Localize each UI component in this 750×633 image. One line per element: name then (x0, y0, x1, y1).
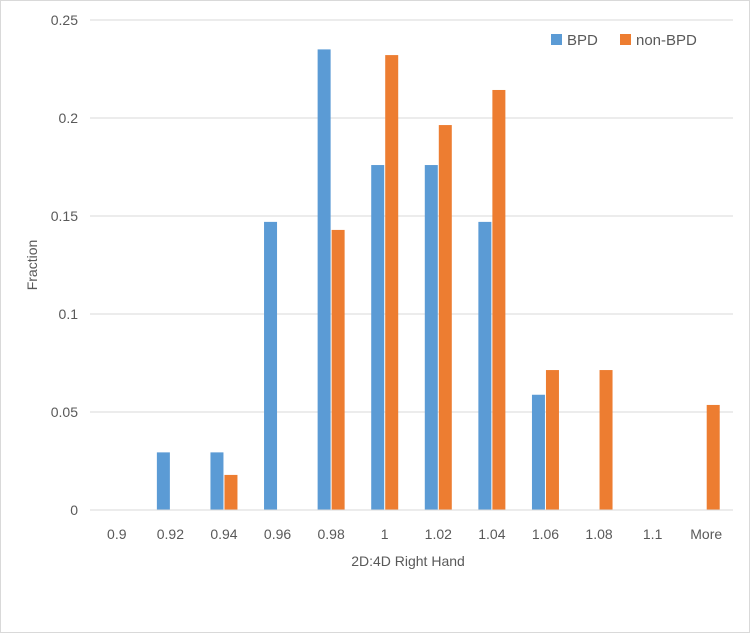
y-tick-label: 0.25 (51, 12, 78, 28)
x-tick-label: 1.1 (643, 526, 663, 542)
bar-bpd-0.94 (210, 452, 224, 510)
bar-nonbpd-1.02 (438, 125, 452, 510)
x-tick-label: 1.06 (532, 526, 559, 542)
bar-bpd-1 (371, 165, 385, 511)
y-tick-label: 0 (70, 502, 78, 518)
x-tick-label: 1.08 (585, 526, 612, 542)
legend: BPD non-BPD (551, 32, 697, 49)
y-tick-label: 0.15 (51, 208, 78, 224)
x-tick-label: 1.04 (478, 526, 505, 542)
legend-label: non-BPD (636, 32, 697, 49)
bar-bpd-0.96 (264, 221, 278, 510)
x-axis-ticks: 0.9 0.92 0.94 0.96 0.98 1 1.02 1.04 1.06 1.08 1.1 M… (107, 526, 722, 542)
x-tick-label: 1 (381, 526, 389, 542)
y-tick-label: 0.1 (59, 306, 79, 322)
x-tick-label: 0.9 (107, 526, 127, 542)
x-tick-label: 0.96 (264, 526, 291, 542)
bar-nonbpd-More (706, 404, 720, 510)
legend-swatch (620, 34, 631, 45)
bar-bpd-0.98 (317, 49, 331, 511)
bar-bpd-1.02 (424, 165, 438, 511)
bar-nonbpd-0.98 (331, 229, 345, 510)
x-tick-label: 1.02 (425, 526, 452, 542)
bar-bpd-1.04 (478, 221, 492, 510)
bar-nonbpd-1.08 (599, 370, 613, 510)
y-tick-label: 0.05 (51, 404, 78, 420)
x-tick-label: More (690, 526, 722, 542)
bars (156, 49, 720, 511)
x-tick-label: 0.94 (210, 526, 237, 542)
y-axis-title: Fraction (24, 240, 40, 291)
bar-nonbpd-1.06 (545, 370, 559, 510)
bar-nonbpd-0.94 (224, 474, 238, 510)
bar-nonbpd-1 (385, 55, 399, 511)
x-tick-label: 0.98 (318, 526, 345, 542)
gridlines (90, 19, 733, 413)
legend-label: BPD (567, 32, 598, 49)
y-axis-ticks: 0 0.05 0.1 0.15 0.2 0.25 (51, 12, 78, 518)
bar-bpd-1.06 (531, 394, 545, 510)
x-tick-label: 0.92 (157, 526, 184, 542)
bar-nonbpd-1.04 (492, 89, 506, 511)
x-axis-title: 2D:4D Right Hand (351, 553, 465, 569)
y-tick-label: 0.2 (59, 110, 79, 126)
bar-bpd-0.92 (156, 452, 170, 510)
legend-swatch (551, 34, 562, 45)
